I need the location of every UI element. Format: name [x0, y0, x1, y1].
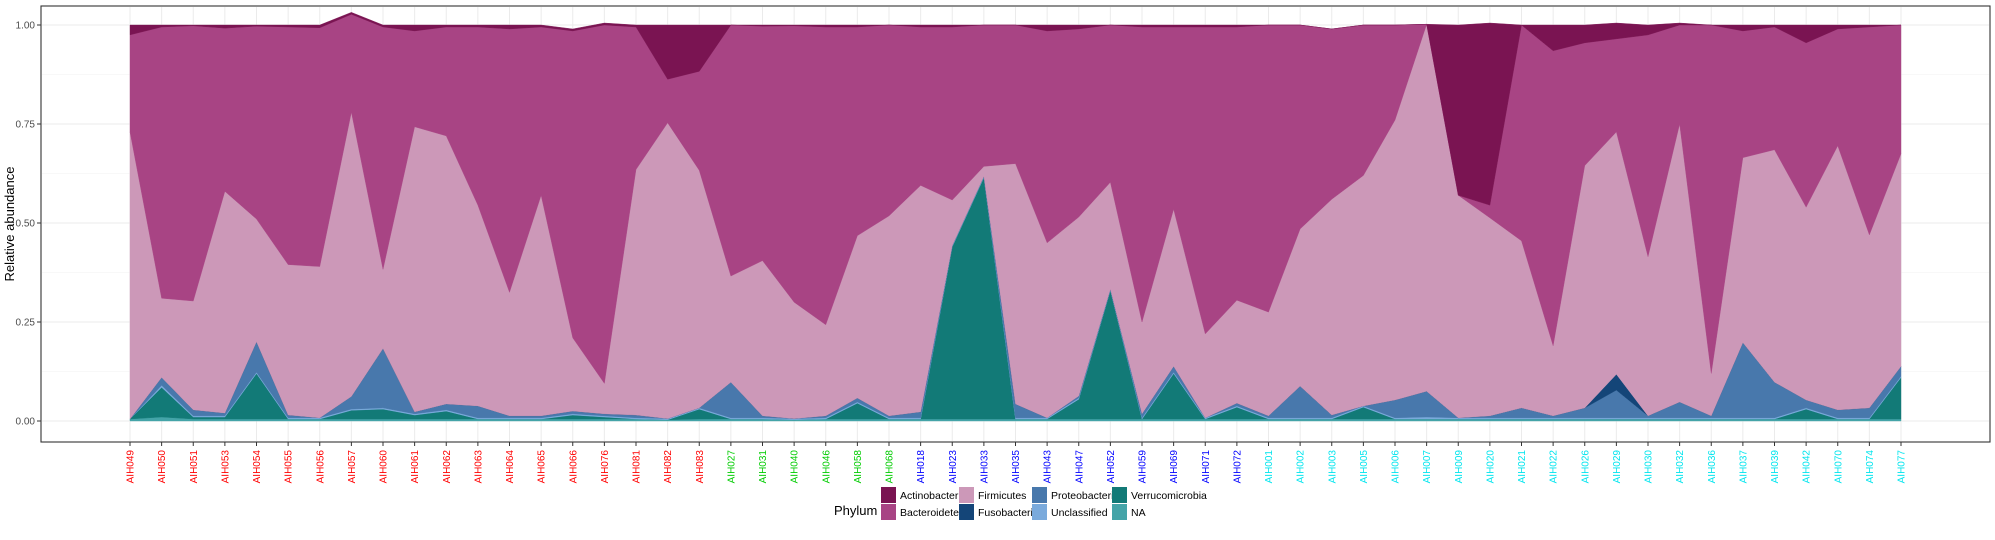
x-tick-label: AIH055 [284, 450, 295, 484]
x-tick-label: AIH060 [379, 450, 390, 484]
x-tick-label: AIH043 [1043, 450, 1054, 484]
x-tick-label: AIH021 [1517, 450, 1528, 484]
x-tick-label: AIH068 [885, 450, 896, 484]
x-tick-label: AIH054 [252, 450, 263, 484]
x-tick-label: AIH050 [157, 450, 168, 484]
x-tick-label: AIH072 [1232, 450, 1243, 484]
x-tick-label: AIH056 [315, 450, 326, 484]
y-tick-label: 0.00 [16, 417, 36, 428]
area-series-group [129, 12, 1902, 422]
legend-key-verrucomicrobia [1112, 487, 1127, 503]
x-tick-label: AIH070 [1833, 450, 1844, 484]
legend-title: Phylum [834, 503, 877, 518]
x-tick-label: AIH040 [790, 450, 801, 484]
y-tick-label: 0.25 [16, 318, 36, 329]
legend-label: Proteobacteria [1051, 490, 1119, 502]
x-tick-label: AIH051 [189, 450, 200, 484]
x-tick-label: AIH037 [1738, 450, 1749, 484]
x-tick-label: AIH035 [1011, 450, 1022, 484]
y-axis-title: Relative abundance [2, 167, 17, 282]
x-tick-label: AIH029 [1612, 450, 1623, 484]
x-tick-label: AIH083 [695, 450, 706, 484]
x-tick-label: AIH042 [1802, 450, 1813, 484]
x-tick-label: AIH074 [1865, 450, 1876, 484]
x-tick-label: AIH069 [1169, 450, 1180, 484]
x-tick-label: AIH003 [1327, 450, 1338, 484]
x-tick-label: AIH081 [632, 450, 643, 484]
x-tick-label: AIH065 [537, 450, 548, 484]
legend-key-na [1112, 504, 1127, 520]
x-tick-label: AIH057 [347, 450, 358, 484]
y-tick-label: 0.75 [16, 120, 36, 131]
x-axis: AIH049 AIH050 AIH051 AIH053 AIH054 AIH055 AIH0… [126, 442, 1908, 483]
x-tick-label: AIH082 [663, 450, 674, 484]
x-tick-label: AIH064 [505, 450, 516, 484]
x-tick-label: AIH006 [1391, 450, 1402, 484]
x-tick-label: AIH023 [948, 450, 959, 484]
legend-key-firmicutes [959, 487, 974, 503]
x-tick-label: AIH001 [1264, 450, 1275, 484]
x-tick-label: AIH061 [410, 450, 421, 484]
x-tick-label: AIH062 [442, 450, 453, 484]
x-tick-label: AIH031 [758, 450, 769, 484]
x-tick-label: AIH046 [821, 450, 832, 484]
x-tick-label: AIH009 [1454, 450, 1465, 484]
x-tick-label: AIH027 [726, 450, 737, 484]
x-tick-label: AIH053 [220, 450, 231, 484]
x-tick-label: AIH007 [1422, 450, 1433, 484]
legend-label: Actinobacteria [900, 490, 967, 502]
x-tick-label: AIH026 [1580, 450, 1591, 484]
x-tick-label: AIH052 [1106, 450, 1117, 484]
x-tick-label: AIH036 [1707, 450, 1718, 484]
legend: Phylum Actinobacteria Firmicutes Proteobac… [834, 487, 1207, 520]
x-tick-label: AIH071 [1201, 450, 1212, 484]
legend-label: NA [1131, 507, 1146, 519]
x-tick-label: AIH005 [1359, 450, 1370, 484]
x-tick-label: AIH077 [1897, 450, 1908, 484]
x-tick-label: AIH063 [473, 450, 484, 484]
legend-key-unclassified [1032, 504, 1047, 520]
x-tick-label: AIH076 [600, 450, 611, 484]
x-tick-label: AIH022 [1549, 450, 1560, 484]
x-tick-label: AIH018 [916, 450, 927, 484]
y-axis: 0.00 0.25 0.50 0.75 1.00 [16, 21, 41, 428]
x-tick-label: AIH049 [126, 450, 137, 484]
x-tick-label: AIH066 [568, 450, 579, 484]
legend-label: Unclassified [1051, 507, 1108, 519]
area-actinobacteria [129, 12, 1902, 206]
x-tick-label: AIH030 [1644, 450, 1655, 484]
legend-key-bacteroidetes [881, 504, 896, 520]
legend-key-proteobacteria [1032, 487, 1047, 503]
legend-key-actinobacteria [881, 487, 896, 503]
legend-key-fusobacteria [959, 504, 974, 520]
x-tick-label: AIH059 [1138, 450, 1149, 484]
x-tick-label: AIH002 [1296, 450, 1307, 484]
x-tick-label: AIH033 [979, 450, 990, 484]
legend-label: Bacteroidetes [900, 507, 964, 519]
x-tick-label: AIH020 [1485, 450, 1496, 484]
y-tick-label: 1.00 [16, 21, 36, 32]
x-tick-label: AIH058 [853, 450, 864, 484]
legend-label: Verrucomicrobia [1131, 490, 1207, 502]
x-tick-label: AIH047 [1074, 450, 1085, 484]
x-tick-label: AIH039 [1770, 450, 1781, 484]
legend-label: Firmicutes [978, 490, 1026, 502]
x-tick-label: AIH032 [1675, 450, 1686, 484]
y-tick-label: 0.50 [16, 219, 36, 230]
legend-label: Fusobacteria [978, 507, 1039, 519]
